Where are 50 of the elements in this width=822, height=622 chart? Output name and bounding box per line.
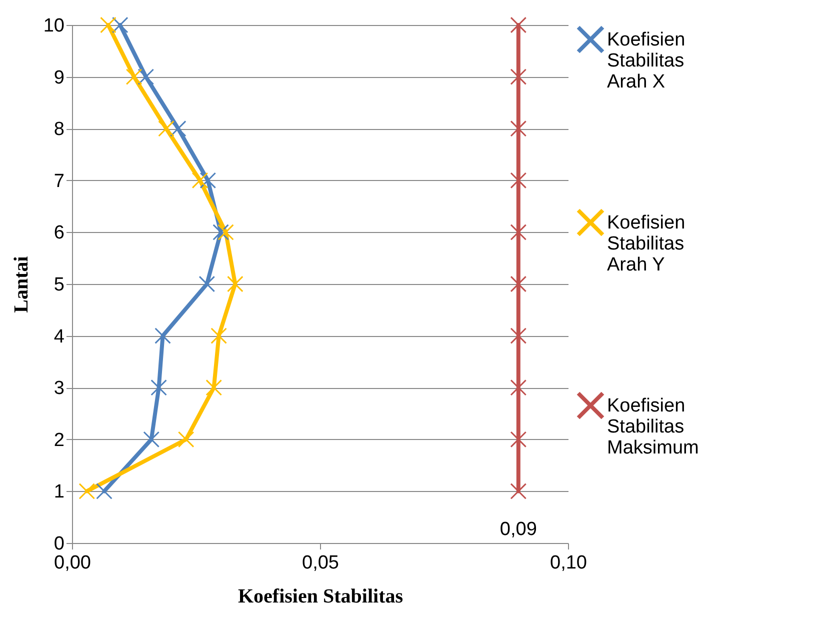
y-axis-title: Lantai [10, 256, 32, 313]
point [227, 276, 244, 292]
point [112, 16, 128, 34]
point [150, 379, 167, 396]
point [96, 483, 112, 500]
y-tick-label: 7 [54, 170, 64, 192]
point [138, 68, 154, 85]
point [126, 68, 142, 85]
point [100, 16, 116, 34]
y-tick-label: 3 [54, 378, 64, 400]
point [510, 120, 527, 137]
y-tick-label: 9 [54, 67, 64, 88]
y-tick-label: 2 [54, 430, 64, 451]
point [510, 172, 527, 189]
legend-label: Koefisien Stabilitas Arah Y [607, 212, 686, 276]
y-tick-label: 8 [54, 119, 64, 140]
y-tick-label: 1 [54, 482, 64, 503]
y-tick-label: 0 [54, 534, 64, 554]
point [510, 483, 527, 500]
point [510, 328, 527, 344]
x-axis-title: Koefisien Stabilitas [238, 586, 404, 608]
x-tick-label: 0,05 [302, 552, 339, 574]
y-tick-label: 6 [54, 222, 64, 244]
point [198, 276, 216, 292]
x-tick-label: 0,00 [54, 552, 91, 574]
point [206, 379, 222, 396]
point [510, 276, 527, 292]
point [158, 120, 174, 137]
point [200, 172, 216, 189]
point [192, 172, 208, 189]
legend-label: Koefisien Stabilitas Maksimum [607, 396, 699, 458]
y-tick-label: 10 [43, 16, 64, 36]
point [510, 68, 527, 85]
point [212, 224, 229, 240]
annotation: 0,09 [500, 519, 537, 540]
y-tick-label: 5 [54, 274, 64, 296]
point [210, 328, 227, 344]
point [510, 379, 527, 396]
point [170, 120, 186, 137]
legend-label: Koefisien Stabilitas Arah X [607, 30, 686, 92]
point [510, 224, 527, 240]
point [78, 483, 96, 500]
point [143, 431, 160, 448]
y-tick-label: 4 [54, 326, 65, 348]
point [178, 431, 194, 448]
point [218, 224, 234, 240]
point [510, 431, 527, 448]
point [510, 16, 527, 34]
point [154, 328, 171, 344]
x-tick-label: 0,10 [550, 552, 587, 574]
